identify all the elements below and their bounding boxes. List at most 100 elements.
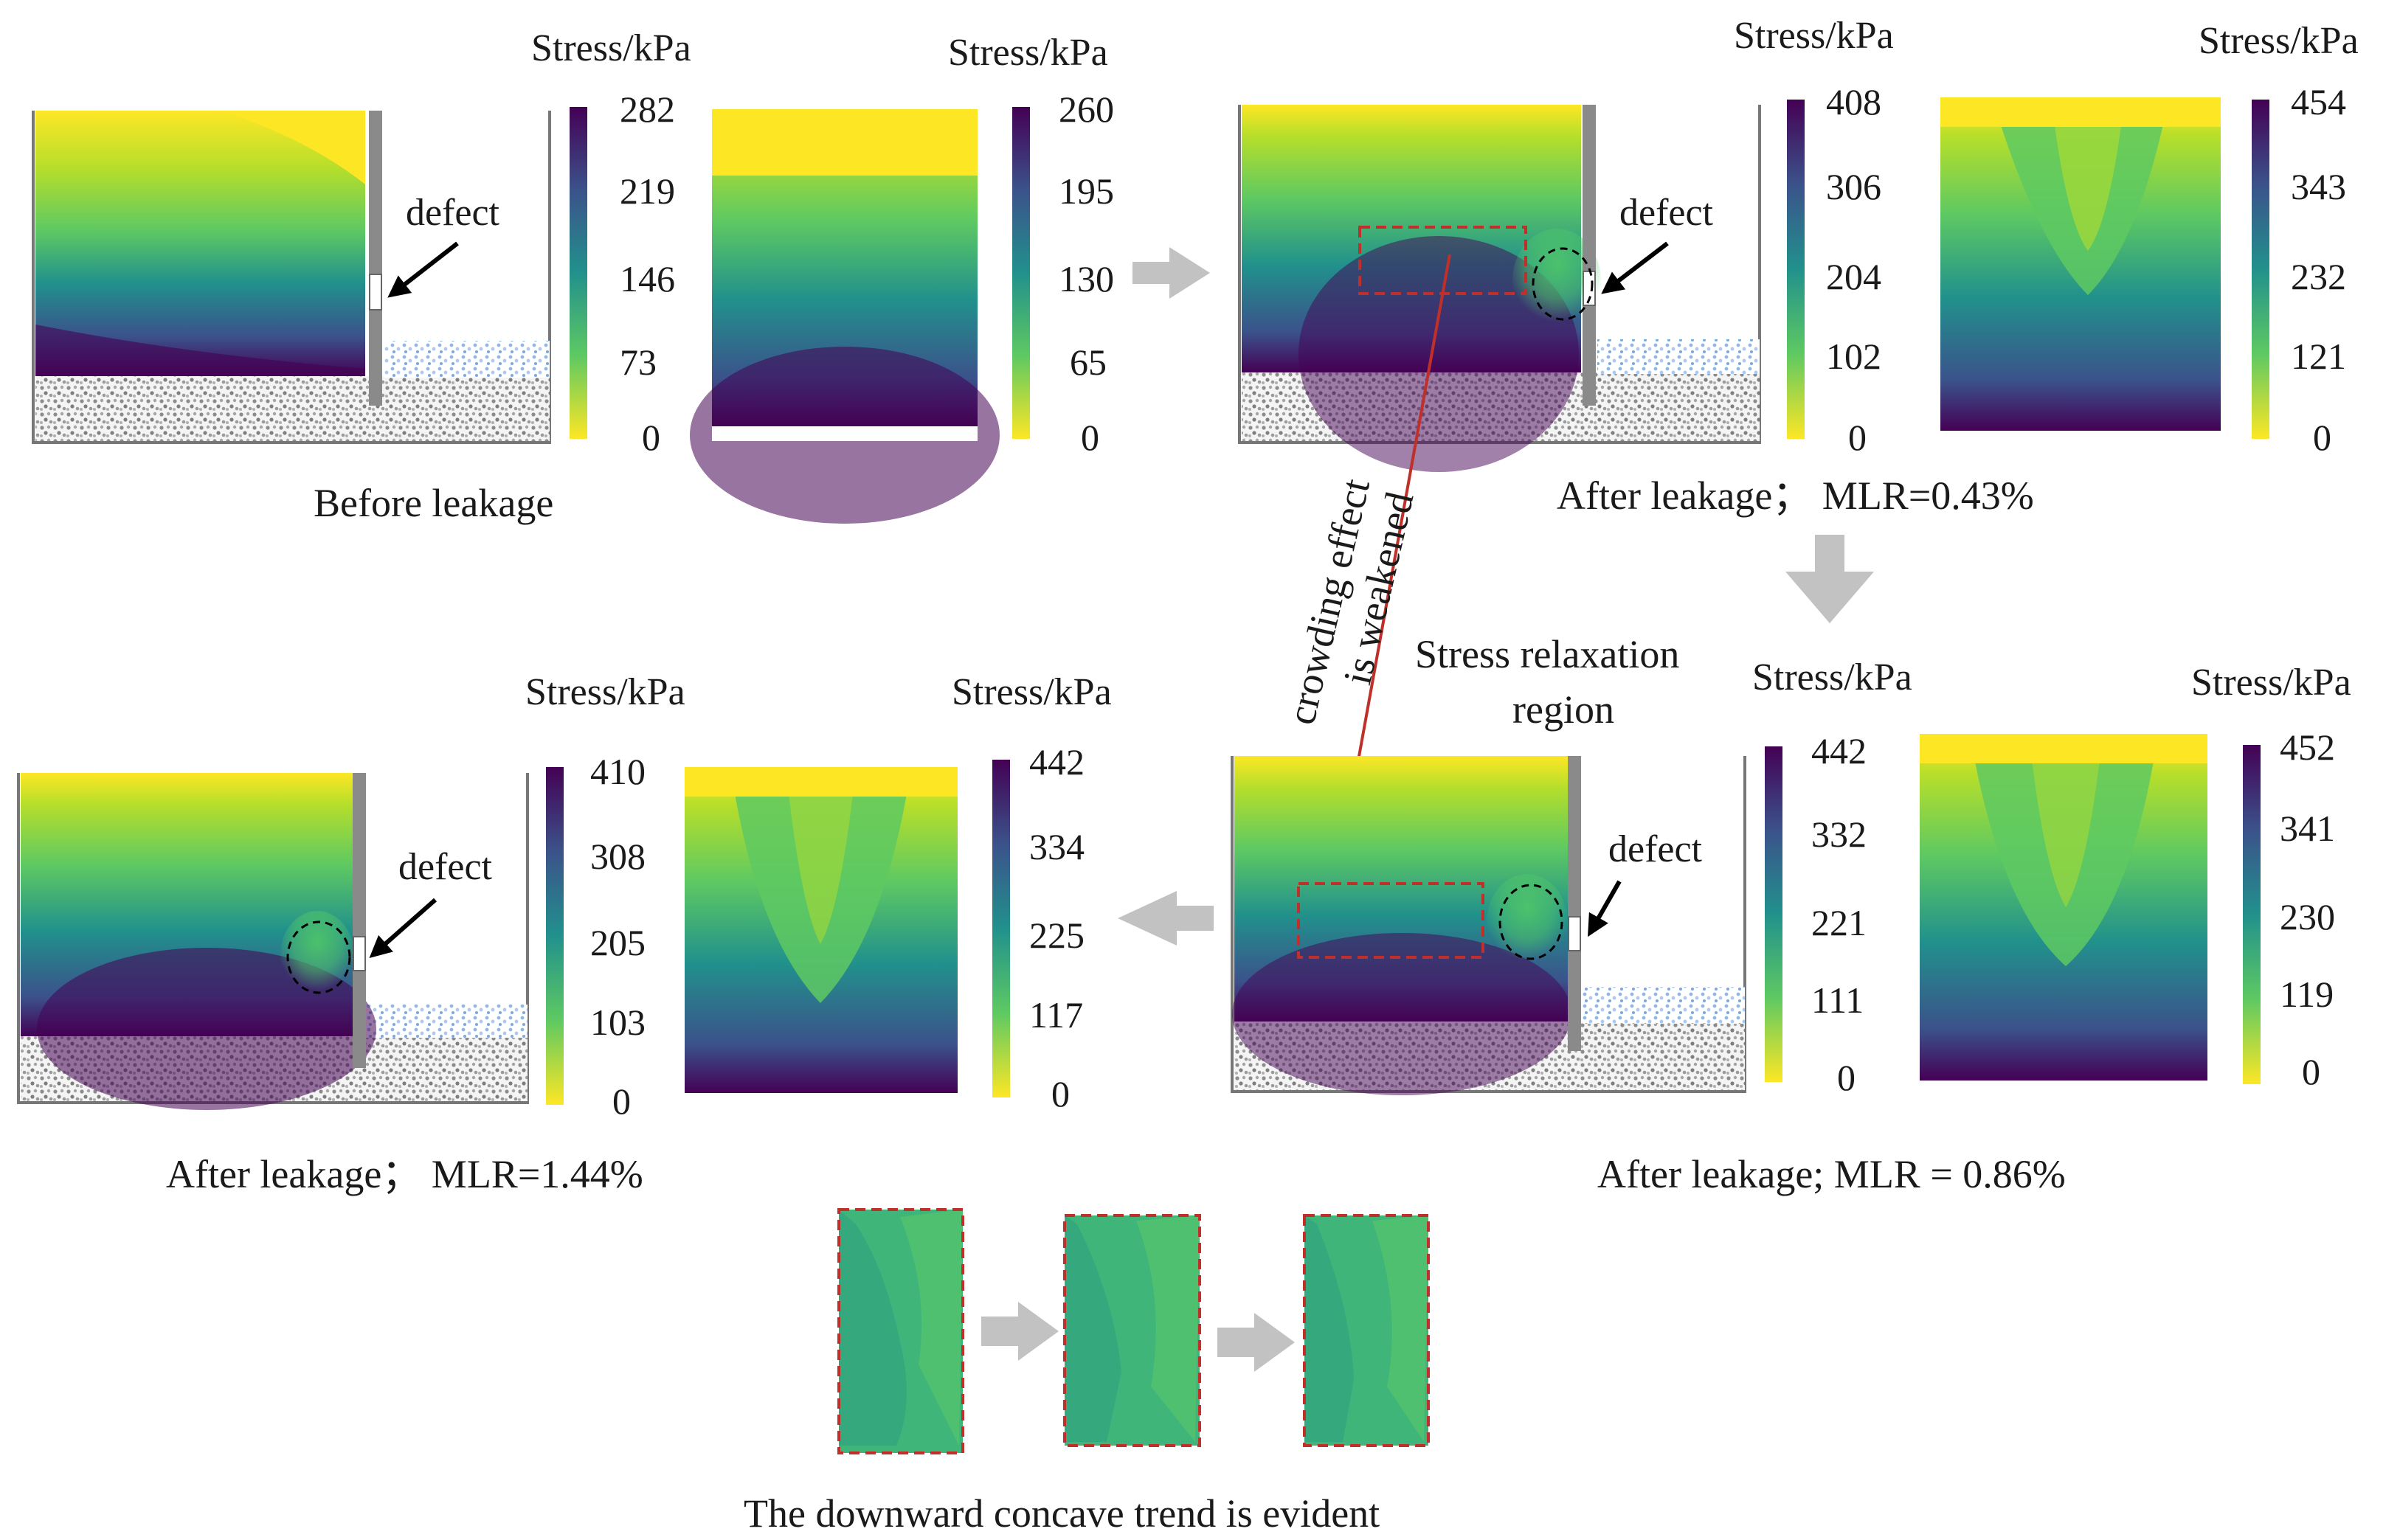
svg-text:0: 0 [1081,417,1099,458]
colorbar-title-4b: Stress/kPa [952,671,1112,713]
crowding-label: crowding effect is weakened [1279,475,1422,729]
retaining-wall-1 [369,111,382,406]
svg-text:334: 334 [1029,826,1085,867]
colorbar-title-1b: Stress/kPa [948,32,1108,74]
defect-label-4: defect [398,846,493,888]
model-colorbar-3: Stress/kPa 442 332 221 111 0 [1752,656,1912,1098]
field-colorbar-1: Stress/kPa 260 195 130 65 0 [948,32,1114,458]
svg-text:205: 205 [590,922,646,963]
defect-label-3: defect [1608,828,1703,870]
field-colorbar-4: Stress/kPa 442 334 225 117 0 [952,671,1112,1114]
stress-field-1 [690,109,1000,524]
model-colorbar-4: Stress/kPa 410 308 205 103 0 [525,671,685,1122]
svg-text:452: 452 [2280,726,2335,768]
svg-text:442: 442 [1029,741,1085,783]
model-container-3: defect [1231,756,1746,1095]
caption-stage-2: After leakage； MLR=0.43% [1557,474,2034,518]
svg-text:130: 130 [1059,258,1114,299]
colorbar-title-1a: Stress/kPa [531,27,691,69]
process-arrow-down [1785,535,1874,623]
model-colorbar-1: Stress/kPa 282 219 146 73 0 [531,27,691,458]
svg-text:341: 341 [2280,808,2335,849]
svg-text:410: 410 [590,751,646,792]
svg-text:230: 230 [2280,896,2335,937]
svg-text:146: 146 [620,258,675,299]
colorbar-title-4a: Stress/kPa [525,671,685,713]
colorbar-title-2b: Stress/kPa [2199,20,2359,62]
svg-text:0: 0 [612,1081,631,1122]
retaining-wall-3 [1568,756,1581,1051]
svg-text:119: 119 [2280,974,2334,1015]
svg-text:102: 102 [1826,336,1881,377]
defect-opening-1 [369,274,382,311]
svg-text:103: 103 [590,1002,646,1043]
model-container-2: defect [1238,105,1761,472]
svg-text:225: 225 [1029,915,1085,956]
trend-arrow-2 [1217,1313,1295,1372]
model-colorbar-2: Stress/kPa 408 306 204 102 0 [1734,15,1894,458]
panel-mlr-086: defect Stress/kPa 442 332 221 111 0 Stre… [1231,656,2351,1196]
field-colorbar-3: Stress/kPa 452 341 230 119 0 [2191,662,2351,1092]
field-colorbar-2: Stress/kPa 454 343 232 121 0 [2199,20,2359,458]
svg-text:0: 0 [2302,1051,2320,1092]
caption-stage-4: After leakage； MLR=1.44% [166,1152,643,1196]
stress-field-4 [685,767,958,1093]
svg-text:195: 195 [1059,170,1114,212]
svg-text:117: 117 [1029,994,1083,1036]
svg-text:0: 0 [642,417,660,458]
colorbar-title-3b: Stress/kPa [2191,662,2351,704]
model-container-4: defect [17,773,529,1110]
svg-text:408: 408 [1826,81,1881,122]
svg-text:0: 0 [2313,417,2331,458]
svg-text:308: 308 [590,836,646,877]
svg-text:65: 65 [1070,341,1107,383]
panel-mlr-043: defect Stress/kPa 408 306 204 102 0 Stre… [1238,15,2359,518]
svg-text:442: 442 [1811,730,1867,771]
svg-text:0: 0 [1848,417,1867,458]
panel-mlr-144: defect Stress/kPa 410 308 205 103 0 Stre… [17,671,1112,1196]
svg-text:0: 0 [1837,1057,1856,1098]
svg-text:Stress relaxation: Stress relaxation [1415,632,1679,676]
svg-text:232: 232 [2291,256,2346,297]
svg-text:221: 221 [1811,902,1867,943]
highlight-box-3 [1297,882,1484,959]
svg-text:260: 260 [1059,89,1114,130]
svg-text:343: 343 [2291,166,2346,207]
svg-text:454: 454 [2291,81,2346,122]
stress-field-2 [1940,97,2221,431]
process-arrow-right [1132,247,1210,299]
trend-arrow-1 [981,1302,1059,1361]
trend-tile-1 [837,1208,964,1454]
trend-caption: The downward concave trend is evident [744,1491,1380,1536]
defect-circle-3 [1498,884,1563,960]
caption-stage-3: After leakage; MLR = 0.86% [1597,1152,2066,1196]
svg-text:282: 282 [620,89,675,130]
trend-strip: The downward concave trend is evident [744,1208,1430,1536]
svg-text:332: 332 [1811,814,1867,855]
defect-opening-3 [1568,916,1581,951]
svg-text:204: 204 [1826,256,1881,297]
defect-label-2: defect [1619,192,1714,234]
retaining-wall-2 [1583,105,1596,406]
panel-before-leakage: defect Stress/kPa 282 219 146 73 0 Stres… [32,27,1114,525]
relaxation-label: Stress relaxation region [1415,632,1679,889]
svg-text:0: 0 [1051,1073,1070,1114]
defect-circle-4 [286,920,351,994]
svg-text:219: 219 [620,170,675,212]
trend-tile-2 [1063,1214,1201,1447]
stress-field-3 [1920,734,2207,1081]
caption-stage-1: Before leakage [314,481,553,525]
svg-text:306: 306 [1826,166,1881,207]
model-container-1: defect [32,111,551,444]
colorbar-title-3a: Stress/kPa [1752,656,1912,698]
trend-tile-3 [1303,1214,1430,1447]
svg-text:region: region [1512,687,1614,732]
process-arrow-left [1118,891,1214,946]
defect-label-1: defect [406,192,500,234]
defect-opening-4 [353,936,366,971]
svg-text:73: 73 [620,341,657,383]
retaining-wall-4 [353,773,366,1068]
defect-circle-2 [1532,247,1594,321]
svg-text:121: 121 [2291,336,2346,377]
